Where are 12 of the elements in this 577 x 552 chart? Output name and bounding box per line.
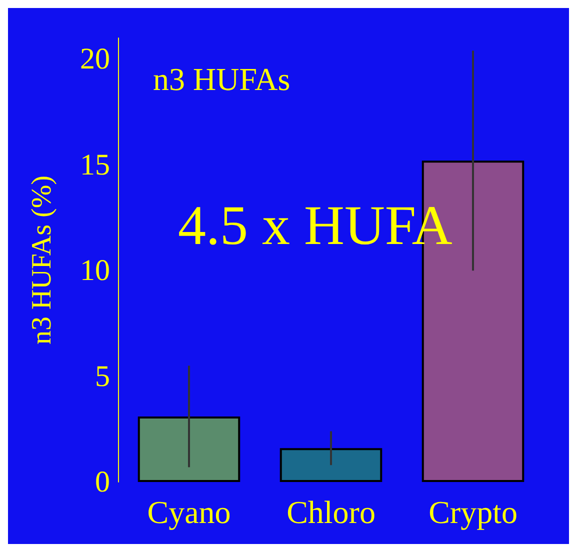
x-tick-label: Chloro: [286, 494, 376, 530]
y-axis-title: n3 HUFAs (%): [26, 175, 58, 345]
bar: [280, 448, 382, 482]
bar: [138, 416, 240, 482]
y-tick-label: 5: [95, 360, 110, 393]
x-tick-label: Crypto: [428, 494, 518, 530]
y-tick-label: 20: [80, 42, 110, 76]
text: n3 HUFAs: [153, 61, 290, 97]
y-tick-label: 0: [95, 466, 110, 498]
y-tick-label: 15: [80, 148, 110, 182]
y-tick-label: 10: [80, 254, 110, 288]
x-tick-label: Cyano: [147, 494, 231, 530]
